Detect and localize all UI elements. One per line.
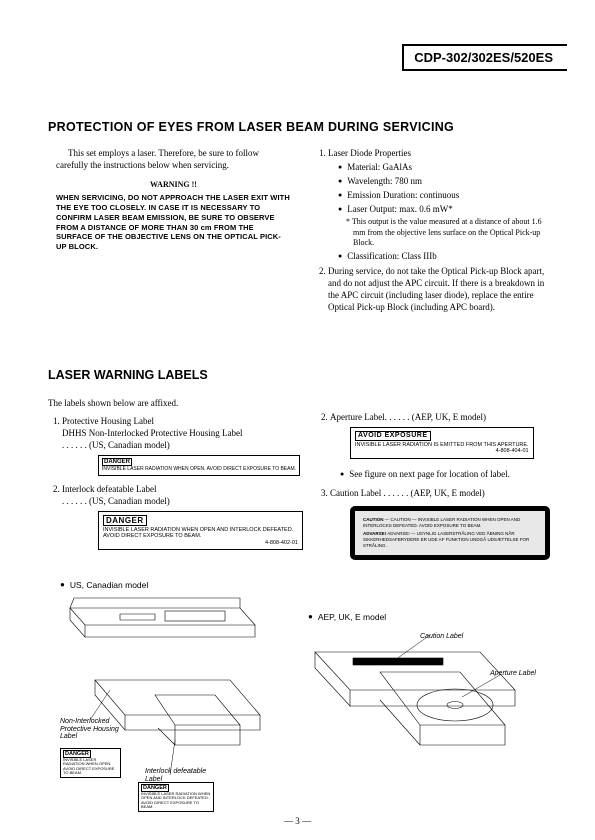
see-figure-note: See figure on next page for location of … <box>340 469 556 481</box>
avoid-body: INVISIBLE LASER RADIATION IS EMITTED FRO… <box>355 442 529 448</box>
caution-l1: CAUTION — INVISIBLE LASER RADIATION WHEN… <box>363 517 520 528</box>
labels-left-column: The labels shown below are affixed. Prot… <box>48 398 303 553</box>
section-protection-title: PROTECTION OF EYES FROM LASER BEAM DURIN… <box>48 120 454 134</box>
caution-title: Caution Label . . . . . . (AEP, UK, E mo… <box>330 488 485 498</box>
page-number: — 3 — <box>0 816 595 826</box>
star-footnote: * This output is the value measured at a… <box>346 217 554 249</box>
item2-models: . . . . . . (US, Canadian model) <box>62 496 170 506</box>
prop-material: Material: GaAlAs <box>338 162 554 174</box>
item1-models: . . . . . . (US, Canadian model) <box>62 440 170 450</box>
warning-block: WHEN SERVICING, DO NOT APPROACH THE LASE… <box>56 193 291 252</box>
item1-title: Protective Housing Label <box>62 416 154 426</box>
model-number-box: CDP-302/302ES/520ES <box>402 44 567 71</box>
danger-box2-title: DANGER <box>103 515 147 526</box>
caution-label-item: Caution Label . . . . . . (AEP, UK, E mo… <box>330 488 556 559</box>
classification-list: Classification: Class IIIb <box>338 251 554 263</box>
danger-box1-body: INVISIBLE LASER RADIATION WHEN OPEN. AVO… <box>102 466 296 472</box>
warning-heading: WARNING !! <box>56 180 291 191</box>
protective-housing-item: Protective Housing Label DHHS Non-Interl… <box>62 416 303 481</box>
danger-box1-title: DANGER <box>102 458 132 467</box>
labels-right-column: Aperture Label. . . . . . (AEP, UK, E mo… <box>316 412 556 563</box>
caution-strip: CAUTION — CAUTION — INVISIBLE LASER RADI… <box>350 506 550 559</box>
prop-classification: Classification: Class IIIb <box>338 251 554 263</box>
prop-emission: Emission Duration: continuous <box>338 190 554 202</box>
item1-label: Laser Diode Properties <box>328 148 411 158</box>
protection-right-column: Laser Diode Properties Material: GaAlAs … <box>314 148 554 316</box>
caution-l2: ADVARSE! — USYNLIG LASERSTRÅLING VED ÅBN… <box>363 531 529 548</box>
laser-diode-properties-item: Laser Diode Properties Material: GaAlAs … <box>328 148 554 263</box>
aperture-label-callout: Aperture Label <box>490 670 536 678</box>
caution-inner: CAUTION — CAUTION — INVISIBLE LASER RADI… <box>355 511 545 554</box>
prop-output: Laser Output: max. 0.6 mW* <box>338 204 554 216</box>
danger-box2-body: INVISIBLE LASER RADIATION WHEN OPEN AND … <box>103 527 293 539</box>
aep-heading: AEP, UK, E model <box>308 612 386 622</box>
protection-left-column: This set employs a laser. Therefore, be … <box>56 148 291 252</box>
prop-wavelength: Wavelength: 780 nm <box>338 176 554 188</box>
aperture-label-item: Aperture Label. . . . . . (AEP, UK, E mo… <box>330 412 556 480</box>
device-illustration: US, Canadian model AEP, UK, E model <box>60 590 550 810</box>
caution-label-callout: Caution Label <box>420 633 463 641</box>
item2-title: Interlock defeatable Label <box>62 484 156 494</box>
section-labels-title: LASER WARNING LABELS <box>48 368 208 382</box>
danger-box-1: DANGER INVISIBLE LASER RADIATION WHEN OP… <box>98 455 300 477</box>
danger-box-2: DANGER INVISIBLE LASER RADIATION WHEN OP… <box>98 511 303 550</box>
seefigure-list: See figure on next page for location of … <box>340 469 556 481</box>
danger-small-2: DANGER INVISIBLE LASER RADIATION WHEN OP… <box>138 782 214 812</box>
avoid-title: AVOID EXPOSURE <box>355 431 431 441</box>
avoid-exposure-box: AVOID EXPOSURE INVISIBLE LASER RADIATION… <box>350 427 534 459</box>
intro-paragraph: This set employs a laser. Therefore, be … <box>56 148 291 172</box>
nonint-label-callout: Non-Interlocked Protective Housing Label <box>60 718 135 741</box>
item1-sub: DHHS Non-Interlocked Protective Housing … <box>62 428 242 438</box>
us-can-heading: US, Canadian model <box>60 580 148 590</box>
properties-list: Material: GaAlAs Wavelength: 780 nm Emis… <box>338 162 554 216</box>
ds2-body: INVISIBLE LASER RADIATION WHEN OPEN AND … <box>141 791 210 809</box>
illustration-svg <box>60 590 550 810</box>
ds1-body: INVISIBLE LASER RADIATION WHEN OPEN. AVO… <box>63 757 114 775</box>
danger-box2-code: 4-808-402-01 <box>265 540 298 546</box>
service-warning-item: During service, do not take the Optical … <box>328 266 554 314</box>
aperture-title: Aperture Label. . . . . . (AEP, UK, E mo… <box>330 412 486 422</box>
labels-intro: The labels shown below are affixed. <box>48 398 303 410</box>
avoid-code: 4-808-404-01 <box>496 448 529 454</box>
danger-small-1: DANGER INVISIBLE LASER RADIATION WHEN OP… <box>60 748 121 778</box>
interlock-defeatable-item: Interlock defeatable Label . . . . . . (… <box>62 484 303 550</box>
